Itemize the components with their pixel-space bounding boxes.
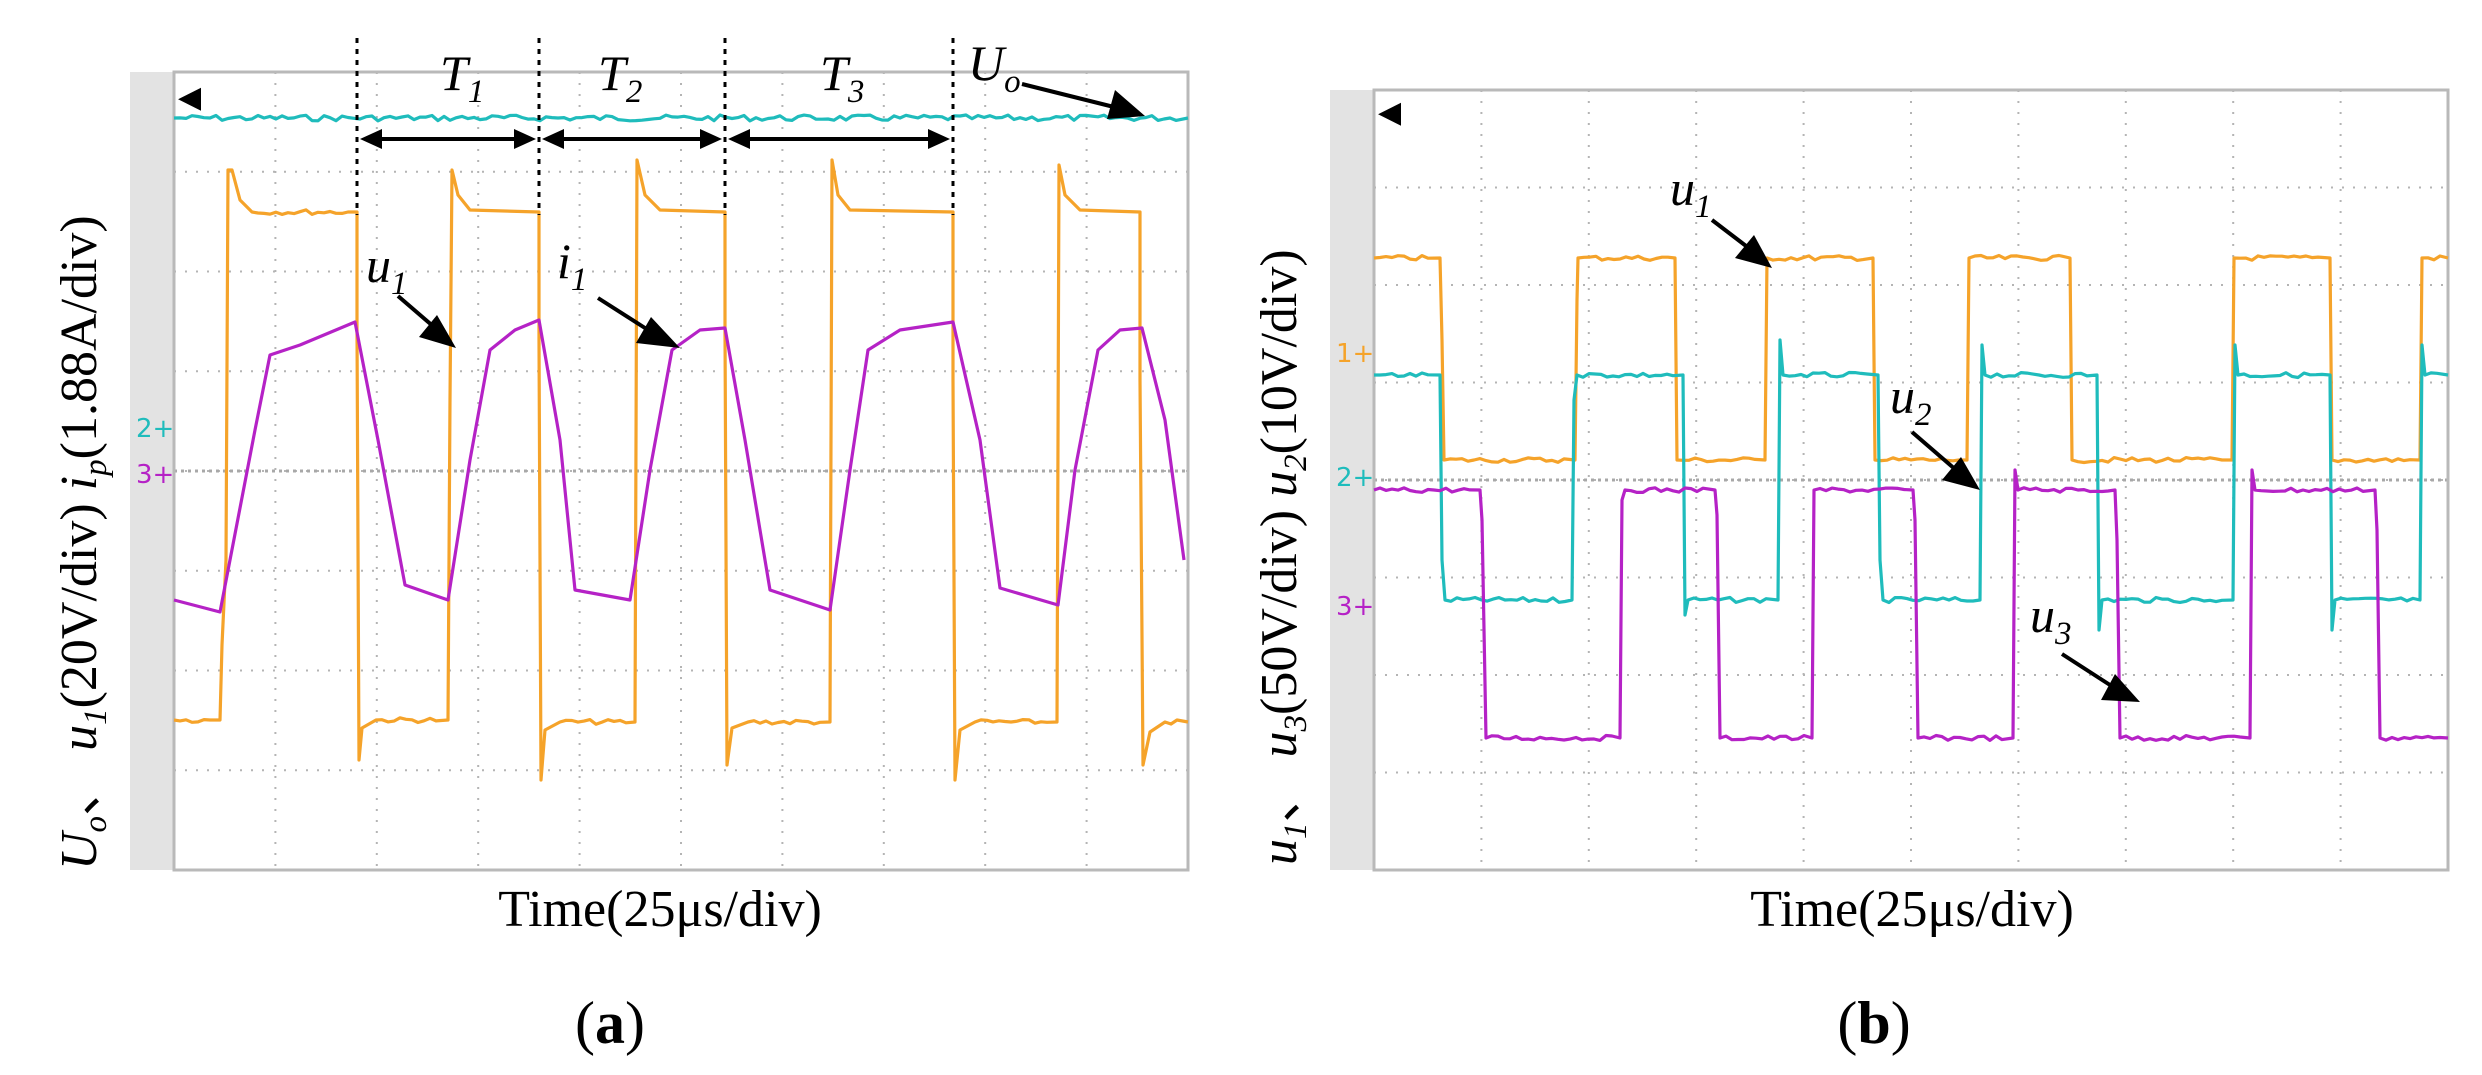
interval-arrow-T2 [542,129,722,149]
panel-a-ylabel: Uo、 u1(20V/div) ip(1.88A/div) [51,215,114,870]
panel-b-label: (b) [1837,990,1910,1056]
panel-a-label: (a) [575,990,645,1056]
channel-marker-2: 2+ [136,414,174,444]
panel-b-frame [1372,88,2450,872]
annotation-Uo: Uo [968,35,1021,100]
arrow-u1 [1710,218,1772,268]
panel-b-ylabel: u1、 u3(50V/div) u2(10V/div) [1251,249,1314,865]
annotation-i1: i1 [557,233,587,298]
annotation-u1: u1 [1670,160,1712,225]
channel-marker-2: 2+ [1336,463,1374,493]
trace-u1 [173,158,1189,782]
panel-a: ◀ 2+ 3+ T1 T2 T3 [51,35,1190,1056]
panel-a-trigger-marker: ◀ [178,80,201,115]
arrow-u3 [2060,652,2140,702]
interval-label-T2: T2 [598,45,642,110]
trace-Uo [173,113,1189,123]
channel-marker-1: 1+ [1336,339,1374,369]
panel-b: ◀ 1+ 2+ 3+ u1 u2 u3 u1、 u3(50V/div) u2(1… [1251,88,2450,1056]
channel-marker-3: 3+ [136,460,174,490]
panel-a-xlabel: Time(25μs/div) [498,881,822,938]
arrow-Uo [1021,82,1145,119]
panel-a-grid [174,72,1188,870]
channel-marker-3: 3+ [1336,592,1374,622]
trace-u3 [1373,468,2449,743]
annotation-u3: u3 [2030,587,2072,652]
panel-b-trigger-marker: ◀ [1378,95,1401,130]
annotation-u2: u2 [1890,368,1932,433]
panel-a-frame [172,70,1190,872]
interval-label-T3: T3 [820,45,864,110]
trace-i1 [173,318,1186,614]
interval-label-T1: T1 [440,45,484,110]
interval-arrow-T1 [360,129,536,149]
trace-u2 [1374,338,2449,632]
panel-b-xlabel: Time(25μs/div) [1750,881,2074,938]
interval-arrow-T3 [728,129,950,149]
panel-a-bezel [130,72,174,870]
panel-b-bezel [1330,90,1374,870]
annotation-u1: u1 [366,237,408,302]
trace-u1 [1373,253,2449,465]
arrow-u2 [1910,430,1980,490]
arrow-u1 [396,294,456,348]
arrow-i1 [596,296,680,348]
